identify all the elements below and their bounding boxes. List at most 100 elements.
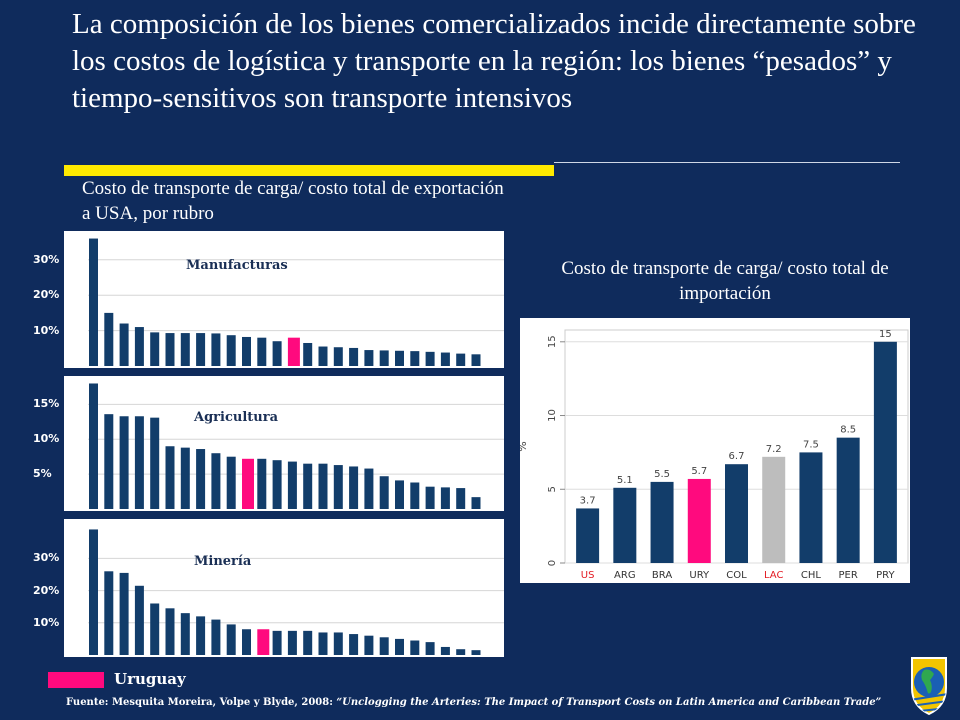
mineria-bar: [349, 634, 359, 655]
manufacturas-bar: [395, 350, 404, 366]
import-category-label: COL: [726, 570, 747, 581]
import-category-label: ARG: [614, 570, 636, 581]
agricultura-bar: [440, 487, 450, 509]
source-prefix: Fuente: Mesquita Moreira, Volpe y Blyde,…: [66, 697, 337, 708]
manufacturas-bar: [425, 351, 435, 366]
mineria-bar: [272, 630, 282, 655]
manufacturas-bar: [456, 353, 466, 366]
agricultura-bar: [180, 447, 190, 509]
manufacturas-bar-uruguay: [287, 337, 300, 366]
agricultura-bar: [456, 488, 466, 509]
manufacturas-bar: [379, 350, 389, 366]
mineria-bar: [119, 572, 129, 655]
agricultura-bar: [318, 463, 328, 509]
yellow-accent-bar: [64, 165, 554, 176]
import-bar-col: [725, 464, 748, 563]
import-value-label: 8.5: [840, 425, 856, 436]
manufacturas-bar: [471, 354, 481, 366]
import-value-label: 5.5: [654, 469, 670, 480]
slide-title: La composición de los bienes comercializ…: [72, 8, 916, 114]
import-value-label: 5.1: [617, 475, 633, 486]
agricultura-bar: [89, 383, 98, 509]
agricultura-bar: [134, 416, 144, 509]
manufacturas-bar: [349, 347, 359, 366]
mineria-bar: [410, 640, 420, 655]
manufacturas-bar: [333, 347, 343, 366]
import-cost-chart: 0 5 10 15% 3.7 US 5.1 ARG 5.5 BRA 5.7 URY 6.7 COL 7.2 L…: [520, 318, 910, 583]
mineria-y-tick-label: 20%: [33, 583, 60, 597]
import-chart-heading: Costo de transporte de carga/ costo tota…: [561, 258, 889, 304]
mineria-bar: [104, 571, 114, 655]
manufacturas-bar: [180, 333, 190, 366]
manufacturas-y-tick-label: 20%: [33, 288, 60, 302]
manufacturas-bars: Manufacturas: [64, 231, 504, 368]
import-y-tick-label: 15: [547, 335, 558, 348]
agricultura-y-tick-label: 5%: [33, 467, 52, 481]
import-value-label: 6.7: [729, 451, 745, 462]
import-category-label: BRA: [652, 570, 672, 581]
import-bar-lac: [762, 456, 786, 563]
manufacturas-bar: [196, 333, 206, 366]
agricultura-bar: [379, 476, 389, 509]
mineria-chart: Minería: [64, 519, 504, 657]
mineria-bar: [318, 632, 328, 655]
export-chart-heading: Costo de transporte de carga/ costo tota…: [82, 178, 504, 224]
manufacturas-bar: [410, 351, 420, 366]
title-divider-line: [554, 162, 900, 163]
import-value-label: 15: [879, 329, 892, 340]
agricultura-plot-area: [64, 376, 504, 511]
agricultura-bar: [150, 417, 160, 509]
mineria-plot-area: [64, 519, 504, 657]
manufacturas-bar: [89, 238, 98, 366]
mineria-bar: [180, 613, 190, 655]
manufacturas-bar: [303, 342, 313, 366]
import-bar-chl: [799, 452, 823, 563]
mineria-bar: [471, 650, 481, 655]
import-category-label: CHL: [801, 570, 822, 581]
agricultura-bar-uruguay: [242, 458, 254, 509]
mineria-bar: [333, 632, 343, 655]
import-value-label: 7.5: [803, 439, 819, 450]
import-value-label: 3.7: [580, 495, 596, 506]
agricultura-chart: Agricultura: [64, 376, 504, 511]
agricultura-bar: [196, 449, 206, 509]
agricultura-y-tick-label: 15%: [33, 397, 60, 411]
manufacturas-bar: [318, 346, 328, 366]
americas-globe-logo-icon: [911, 657, 947, 716]
agricultura-bars: Agricultura: [64, 376, 504, 511]
manufacturas-bar: [150, 332, 160, 366]
manufacturas-bar: [257, 337, 267, 366]
import-bar-us: [576, 508, 600, 563]
mineria-title: Minería: [194, 554, 252, 569]
agricultura-bar: [349, 466, 359, 509]
uruguay-legend-swatch: [48, 672, 104, 688]
import-category-label: PER: [839, 570, 858, 581]
mineria-bar: [364, 635, 374, 655]
agricultura-bar: [272, 460, 282, 509]
agricultura-bar: [119, 416, 129, 509]
manufacturas-bar: [364, 350, 374, 366]
agricultura-bar: [364, 468, 374, 509]
mineria-bars: Minería: [64, 519, 504, 657]
uruguay-legend-label: Uruguay: [114, 670, 186, 688]
mineria-bar: [211, 619, 221, 655]
agricultura-bar: [395, 480, 404, 509]
import-bar-arg: [613, 487, 637, 563]
manufacturas-chart: Manufacturas: [64, 231, 504, 368]
mineria-bar: [165, 608, 175, 655]
source-citation: Fuente: Mesquita Moreira, Volpe y Blyde,…: [66, 697, 896, 708]
agricultura-bar: [425, 486, 435, 509]
agricultura-bar: [303, 463, 313, 509]
import-bar-ury: [687, 478, 711, 563]
manufacturas-bar: [226, 335, 236, 366]
mineria-bar: [303, 630, 313, 655]
agricultura-bar: [333, 465, 343, 509]
mineria-bar: [226, 624, 236, 655]
import-y-axis-label: %: [520, 441, 529, 451]
mineria-bar-uruguay: [257, 629, 270, 655]
mineria-bar: [456, 649, 466, 655]
mineria-bar: [440, 646, 450, 655]
agricultura-bar: [104, 414, 114, 509]
manufacturas-bar: [104, 312, 114, 366]
manufacturas-bar: [440, 352, 450, 366]
